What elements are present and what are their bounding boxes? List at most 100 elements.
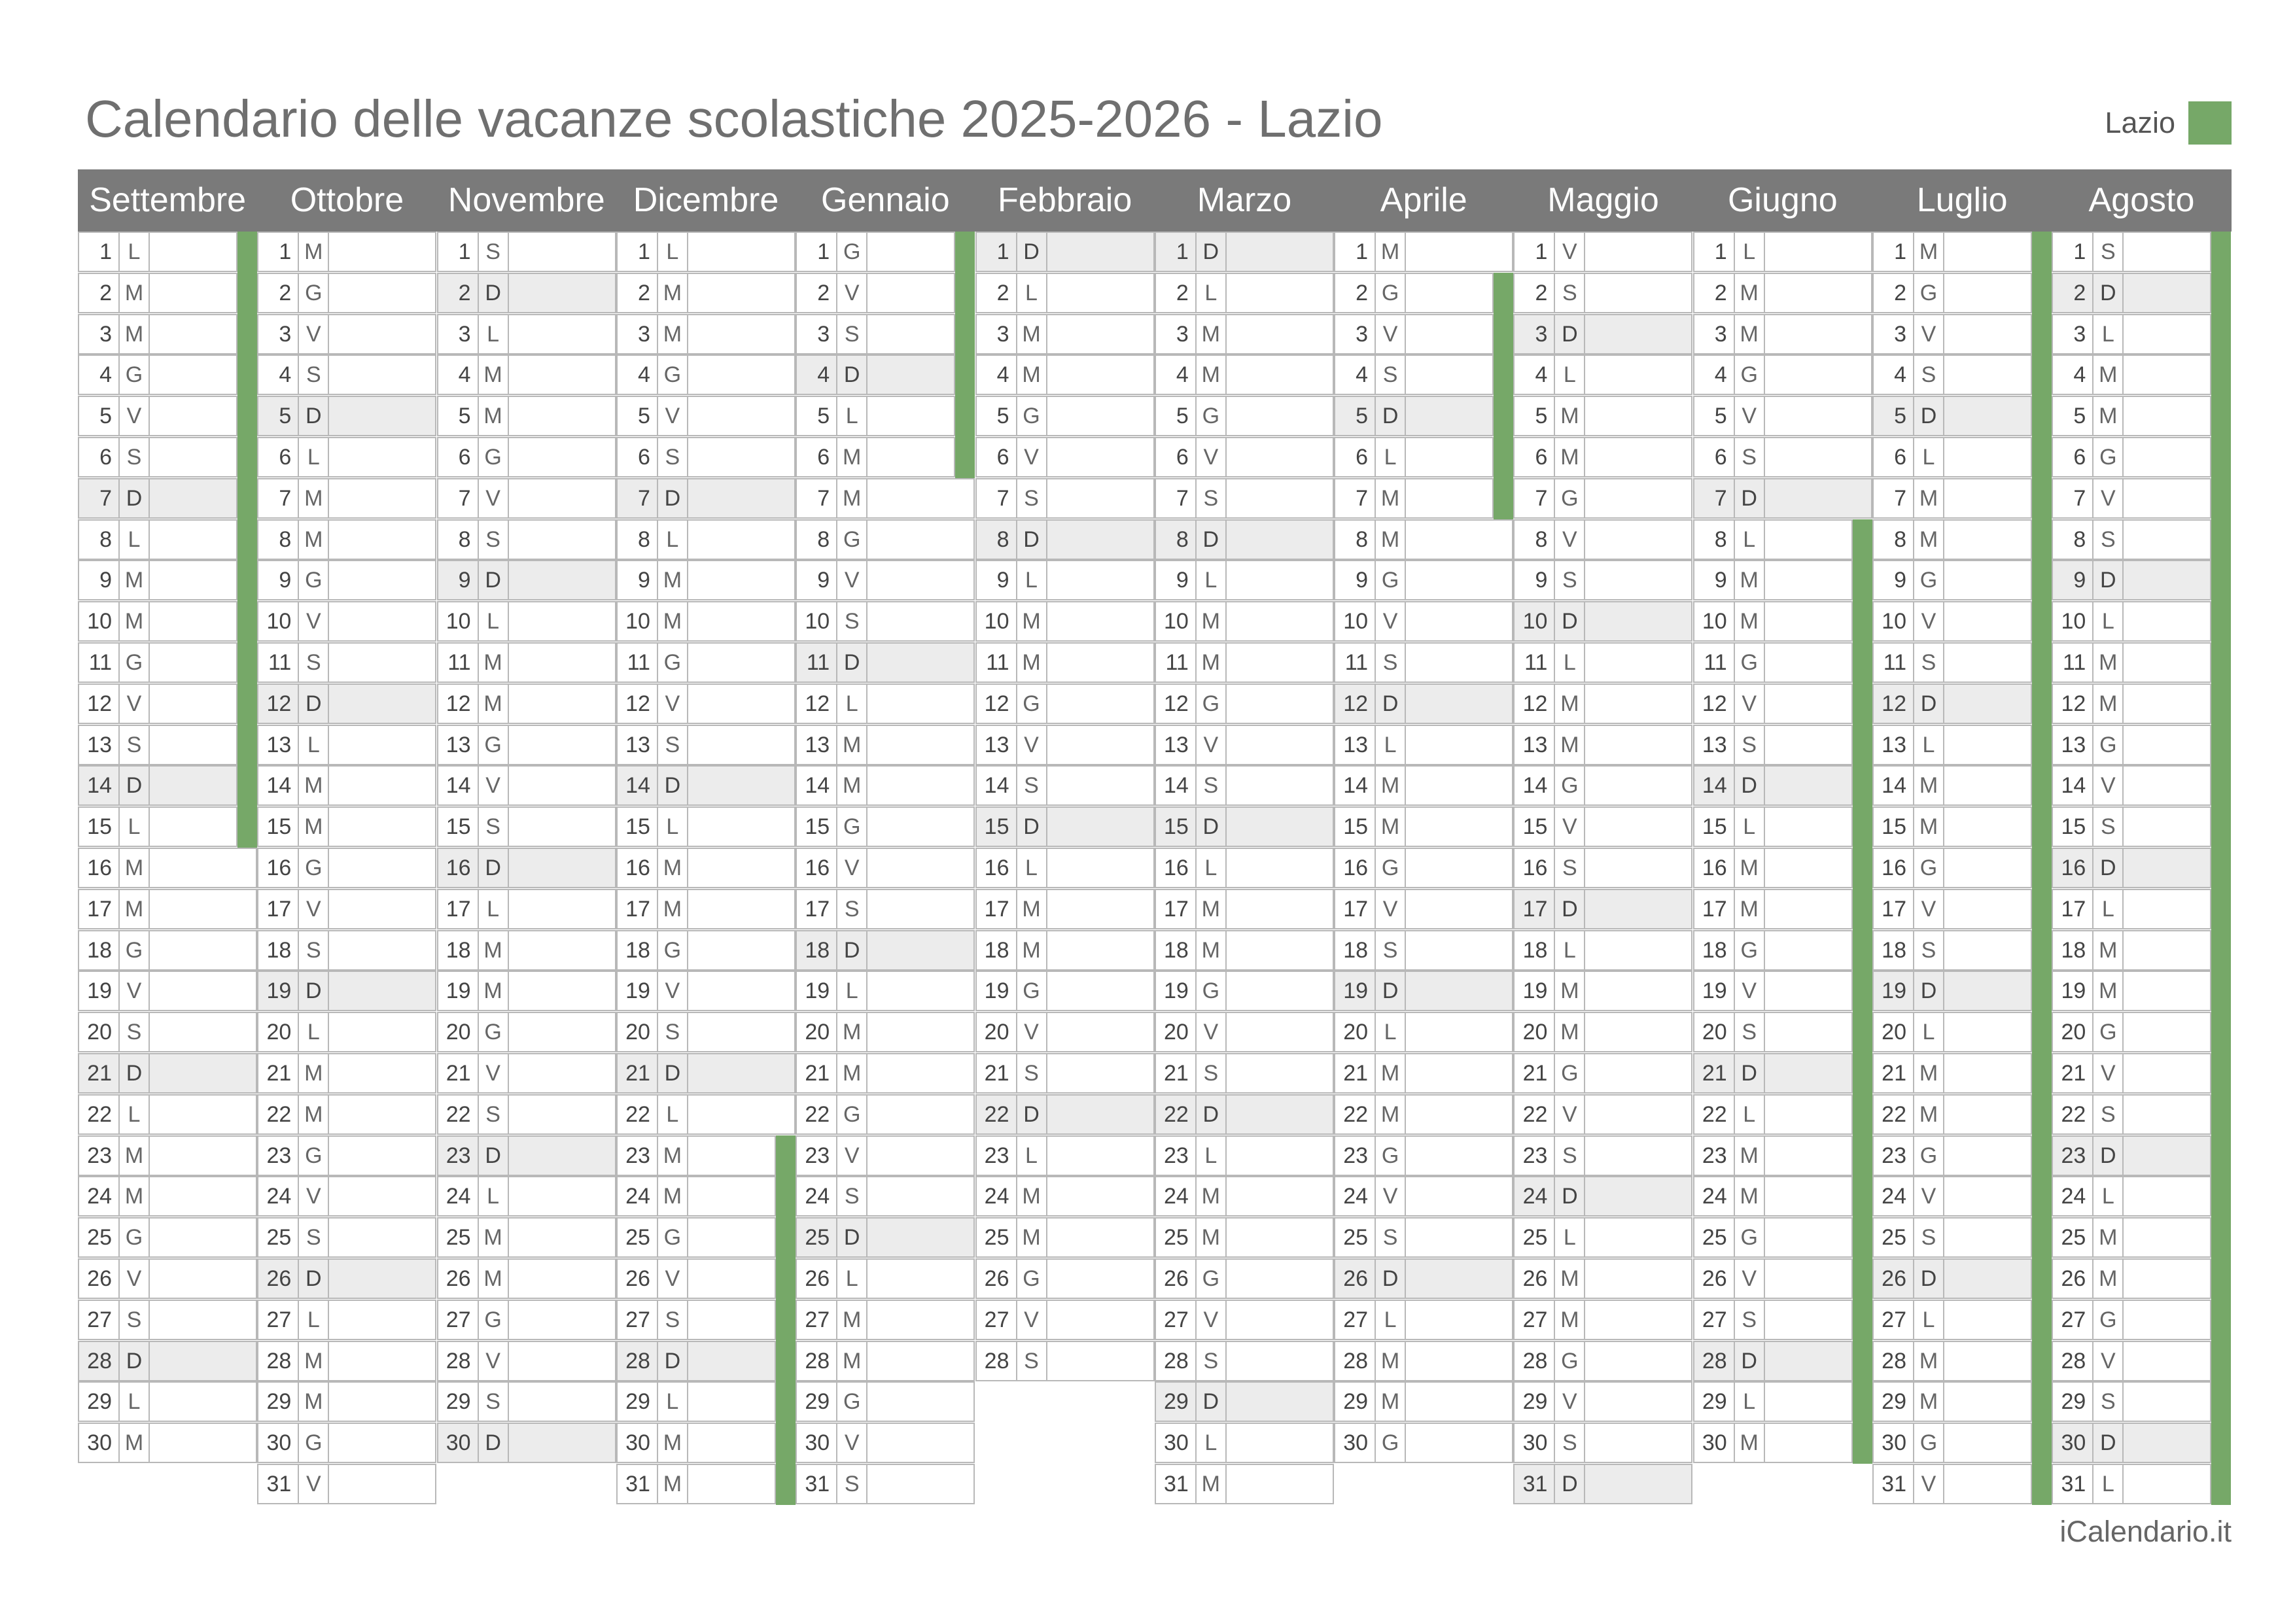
day-number: 5 [1874,397,1914,436]
weekday-letter: S [1555,561,1586,600]
day-number: 16 [438,849,479,887]
day-number: 25 [258,1218,300,1257]
weekday-letter: G [837,520,868,559]
day-number: 9 [258,561,300,600]
day-cell: 15 L [78,806,237,848]
weekday-letter: V [837,1424,868,1462]
weekday-letter: D [1735,767,1765,805]
day-number: 4 [1156,356,1197,394]
weekday-letter: G [2094,1300,2124,1339]
day-cell: 22 L [616,1094,796,1135]
weekday-letter: L [299,438,330,476]
weekday-letter: V [1914,602,1944,641]
weekday-letter: S [2094,233,2124,271]
weekday-letter: G [1197,397,1227,436]
weekday-letter: M [1376,1095,1407,1133]
day-number: 9 [438,561,479,600]
day-number: 26 [1335,1260,1376,1298]
day-number: 3 [2053,315,2094,353]
day-cell: 21 D [616,1053,796,1094]
day-cell: 26 L [796,1258,975,1299]
day-number: 18 [258,931,300,969]
day-number: 30 [258,1424,300,1462]
day-number: 10 [1694,602,1735,641]
day-number: 17 [797,890,838,928]
weekday-letter: S [1017,479,1047,517]
day-number: 25 [2053,1218,2094,1257]
weekday-letter: L [1197,273,1227,312]
day-number: 11 [1515,644,1556,682]
day-number: 7 [438,479,479,517]
weekday-letter: M [299,1341,330,1380]
day-number: 3 [1335,315,1376,353]
weekday-letter: D [299,397,330,436]
weekday-letter: M [837,438,868,476]
day-number: 25 [1335,1218,1376,1257]
day-number: 29 [1156,1383,1197,1421]
day-number: 21 [977,1054,1017,1092]
day-number: 30 [618,1424,658,1462]
day-number: 31 [258,1465,300,1503]
day-cell: 16 M [616,848,796,888]
weekday-letter: D [1555,1177,1586,1216]
day-number: 8 [797,520,838,559]
day-cell: 23 G [257,1135,437,1176]
day-cell: 29 V [1513,1381,1693,1423]
day-cell: 27 L [257,1299,437,1340]
weekday-letter: G [1735,356,1765,394]
weekday-letter: D [837,1218,868,1257]
day-cell: 12 G [975,683,1155,724]
day-number: 21 [1335,1054,1376,1092]
day-cell: 24 M [1154,1176,1334,1217]
day-cell: 16 D [436,848,616,888]
day-cell: 15 L [1692,806,1853,848]
weekday-letter: M [1197,931,1227,969]
day-cell: 25 D [796,1217,975,1258]
day-number: 15 [1156,808,1197,846]
day-number: 1 [797,233,838,271]
day-cell: 17 M [616,888,796,929]
weekday-letter: L [1017,1136,1047,1175]
day-number: 16 [1694,849,1735,887]
weekday-letter: S [1555,1424,1586,1462]
day-cell: 18 M [436,929,616,971]
day-number: 18 [618,931,658,969]
day-cell: 11 M [975,642,1155,683]
weekday-letter: M [1017,1218,1047,1257]
weekday-letter: V [1735,972,1765,1011]
day-cell: 22 S [436,1094,616,1135]
day-number: 14 [1515,767,1556,805]
day-cell: 12 M [2052,683,2212,724]
day-number: 21 [1694,1054,1735,1092]
day-cell: 25 S [1334,1217,1514,1258]
day-cell: 13 S [1692,724,1853,765]
weekday-letter: L [2094,1465,2124,1503]
day-cell: 17 M [1154,888,1334,929]
weekday-letter: L [658,520,688,559]
day-cell: 31 M [616,1464,776,1504]
day-cell: 27 S [1692,1299,1853,1340]
day-number: 21 [1874,1054,1914,1092]
day-number: 11 [1694,644,1735,682]
weekday-letter: V [658,684,688,723]
day-cell: 13 G [2052,724,2212,765]
day-cell: 10 L [2052,601,2212,642]
weekday-letter: M [299,808,330,846]
weekday-letter: D [479,561,509,600]
weekday-letter: M [1735,1177,1765,1216]
weekday-letter: S [837,890,868,928]
day-number: 30 [797,1424,838,1462]
day-number: 19 [1156,972,1197,1011]
weekday-letter: M [1735,849,1765,887]
weekday-letter: V [1017,1300,1047,1339]
month-header-dicembre: Dicembre [633,181,779,219]
day-number: 17 [79,890,120,928]
